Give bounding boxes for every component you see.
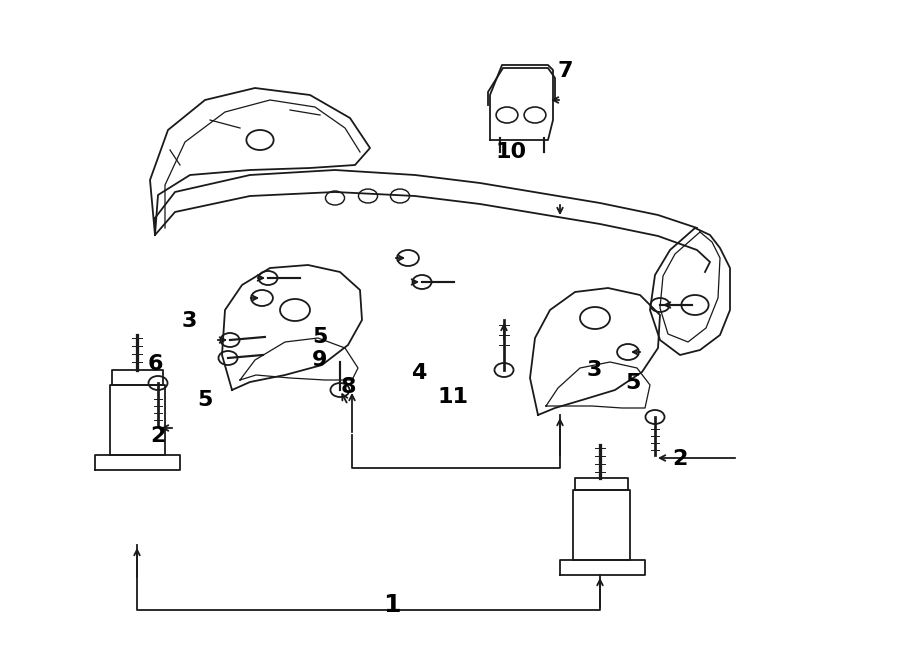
Text: 10: 10 (496, 142, 526, 162)
Text: 7: 7 (557, 61, 573, 81)
Text: 3: 3 (181, 311, 197, 330)
Text: 5: 5 (625, 373, 641, 393)
Text: 2: 2 (149, 426, 166, 446)
Text: 11: 11 (437, 387, 468, 407)
Text: 4: 4 (410, 364, 427, 383)
Text: 5: 5 (197, 390, 213, 410)
Text: 5: 5 (311, 327, 328, 347)
Text: 2: 2 (671, 449, 688, 469)
Text: 9: 9 (311, 350, 328, 370)
Text: 1: 1 (382, 593, 400, 617)
Text: 3: 3 (586, 360, 602, 380)
Text: 6: 6 (148, 354, 164, 373)
Text: 8: 8 (340, 377, 356, 397)
